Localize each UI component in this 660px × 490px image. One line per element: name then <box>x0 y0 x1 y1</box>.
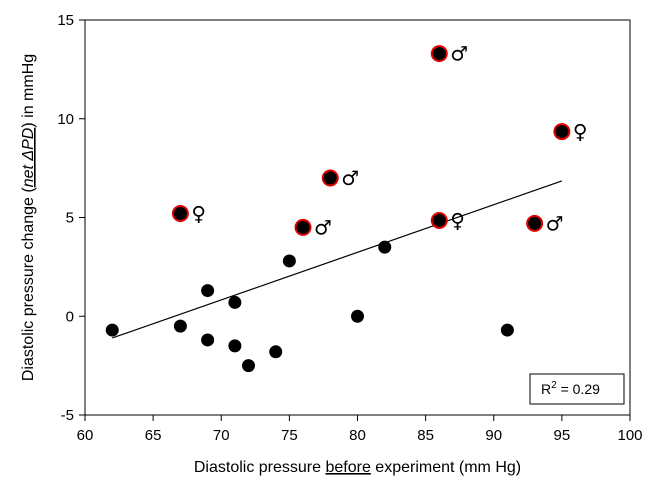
data-point <box>228 339 242 353</box>
data-point <box>105 323 119 337</box>
data-point <box>500 323 514 337</box>
y-tick-label: 10 <box>57 111 74 128</box>
x-axis-label: Diastolic pressure before experiment (mm… <box>194 459 521 476</box>
data-point <box>323 171 337 185</box>
y-tick-label: 15 <box>57 12 74 29</box>
x-tick-label: 100 <box>617 427 642 444</box>
y-tick-label: 0 <box>66 308 74 325</box>
regression-line <box>112 180 563 339</box>
x-tick-label: 60 <box>77 427 94 444</box>
data-point <box>228 295 242 309</box>
data-point <box>173 319 187 333</box>
r-squared-box: R2 = 0.29 <box>529 373 625 405</box>
y-tick-label: -5 <box>61 407 74 424</box>
data-point <box>296 220 310 234</box>
male-symbol: ♂ <box>546 211 564 235</box>
data-point <box>173 207 187 221</box>
data-point <box>201 333 215 347</box>
x-tick-label: 70 <box>213 427 230 444</box>
x-tick-label: 95 <box>554 427 571 444</box>
r-squared-label: R2 = 0.29 <box>541 380 600 397</box>
male-symbol: ♂ <box>450 42 468 66</box>
male-symbol: ♂ <box>341 166 359 190</box>
x-tick-label: 65 <box>145 427 162 444</box>
x-tick-label: 80 <box>349 427 366 444</box>
data-point <box>555 125 569 139</box>
data-point <box>269 345 283 359</box>
data-point <box>528 216 542 230</box>
y-axis-label: Diastolic pressure change (net ΔPD) in m… <box>20 54 37 381</box>
x-tick-label: 90 <box>485 427 502 444</box>
x-tick-label: 75 <box>281 427 298 444</box>
data-point <box>378 240 392 254</box>
data-point <box>351 309 364 323</box>
data-point <box>282 254 296 268</box>
y-tick-label: 5 <box>66 210 74 227</box>
female-symbol: ♀ <box>450 208 465 232</box>
female-symbol: ♀ <box>191 202 206 226</box>
data-point <box>432 213 446 227</box>
axis-ticks: 60 65 70 75 80 85 90 95 100 -5 0 5 10 15 <box>57 12 642 444</box>
data-point <box>432 47 446 61</box>
data-point <box>242 359 255 373</box>
female-symbol: ♀ <box>573 120 588 144</box>
data-points: ♀ ♂ ♂ ♂ ♀ ♂ ♀ <box>105 42 588 373</box>
data-point <box>201 284 215 298</box>
male-symbol: ♂ <box>314 215 332 239</box>
x-tick-label: 85 <box>417 427 434 444</box>
r-squared-frame <box>529 373 625 405</box>
